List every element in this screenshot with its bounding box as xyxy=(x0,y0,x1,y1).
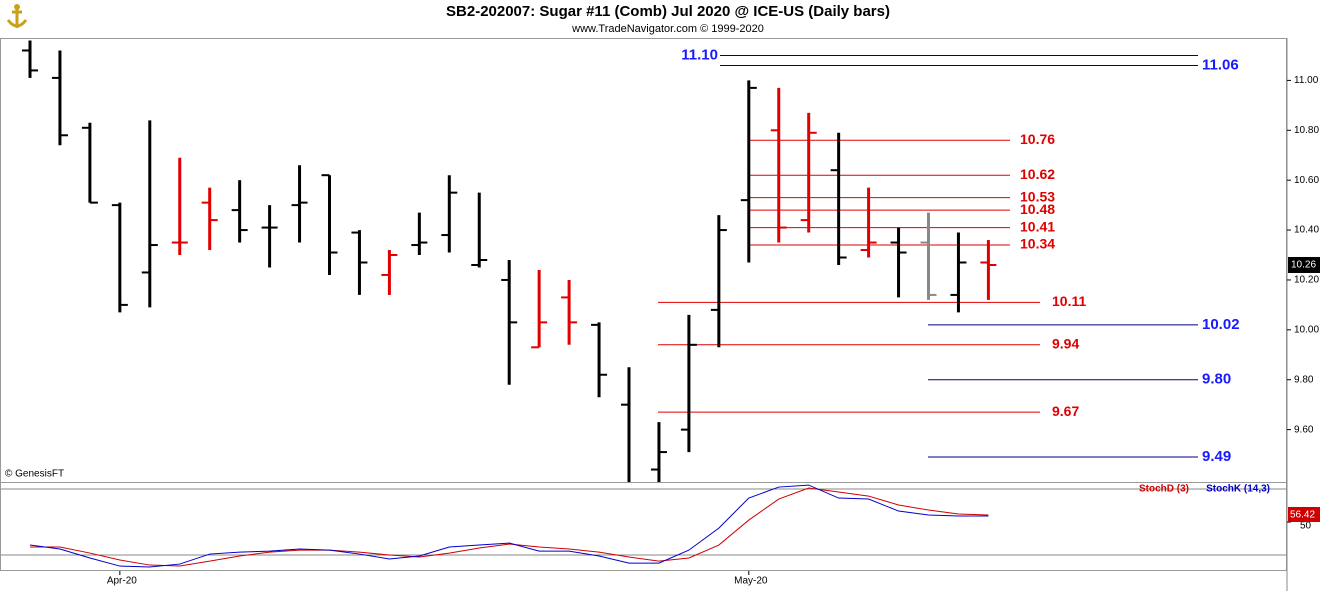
level-label: 9.80 xyxy=(1202,371,1231,388)
logo xyxy=(2,3,32,33)
legend-entry: StochK (14,3) xyxy=(1206,484,1270,495)
price-plot xyxy=(22,40,1198,482)
y-tick-label: 11.00 xyxy=(1294,75,1319,86)
last-price-label: 10.26 xyxy=(1291,260,1316,271)
y-tick-label: 9.60 xyxy=(1294,424,1314,435)
level-label: 9.94 xyxy=(1052,336,1079,352)
y-tick-label: 50 xyxy=(1300,521,1312,532)
x-tick-label: May-20 xyxy=(734,576,768,587)
stoch-line xyxy=(29,484,989,568)
y-tick-label: 10.20 xyxy=(1294,275,1319,286)
level-label: 10.62 xyxy=(1020,166,1055,182)
level-label: 10.53 xyxy=(1020,188,1055,204)
last-price-box xyxy=(1288,256,1320,273)
level-label: 10.02 xyxy=(1202,316,1240,333)
level-label: 10.11 xyxy=(1052,293,1086,309)
y-tick-label: 10.60 xyxy=(1294,175,1319,186)
last-stoch-box xyxy=(1288,506,1320,522)
chart-subtitle: www.TradeNavigator.com © 1999-2020 xyxy=(571,23,764,35)
level-label: 9.49 xyxy=(1202,448,1231,465)
stoch-line xyxy=(30,487,989,567)
chart-title: SB2-202007: Sugar #11 (Comb) Jul 2020 @ … xyxy=(446,3,890,20)
legend-entry: StochD (3) xyxy=(1139,484,1189,495)
y-tick-label: 9.80 xyxy=(1294,374,1314,385)
level-label: 10.41 xyxy=(1020,218,1055,234)
level-label: 10.34 xyxy=(1020,236,1055,252)
watermark: © GenesisFT xyxy=(5,469,64,480)
level-label: 10.76 xyxy=(1020,131,1055,147)
y-tick-label: 10.40 xyxy=(1294,225,1319,236)
level-label: 11.06 xyxy=(1202,56,1239,73)
level-label: 9.67 xyxy=(1052,403,1079,419)
level-label: 11.10 xyxy=(681,46,718,63)
stoch-plot xyxy=(1,484,1286,568)
y-tick-label: 10.80 xyxy=(1294,125,1319,136)
level-label: 10.48 xyxy=(1020,201,1055,217)
y-tick-label: 10.00 xyxy=(1294,324,1319,335)
x-tick-label: Apr-20 xyxy=(107,576,137,587)
last-stoch-label: 56.42 xyxy=(1290,510,1315,521)
